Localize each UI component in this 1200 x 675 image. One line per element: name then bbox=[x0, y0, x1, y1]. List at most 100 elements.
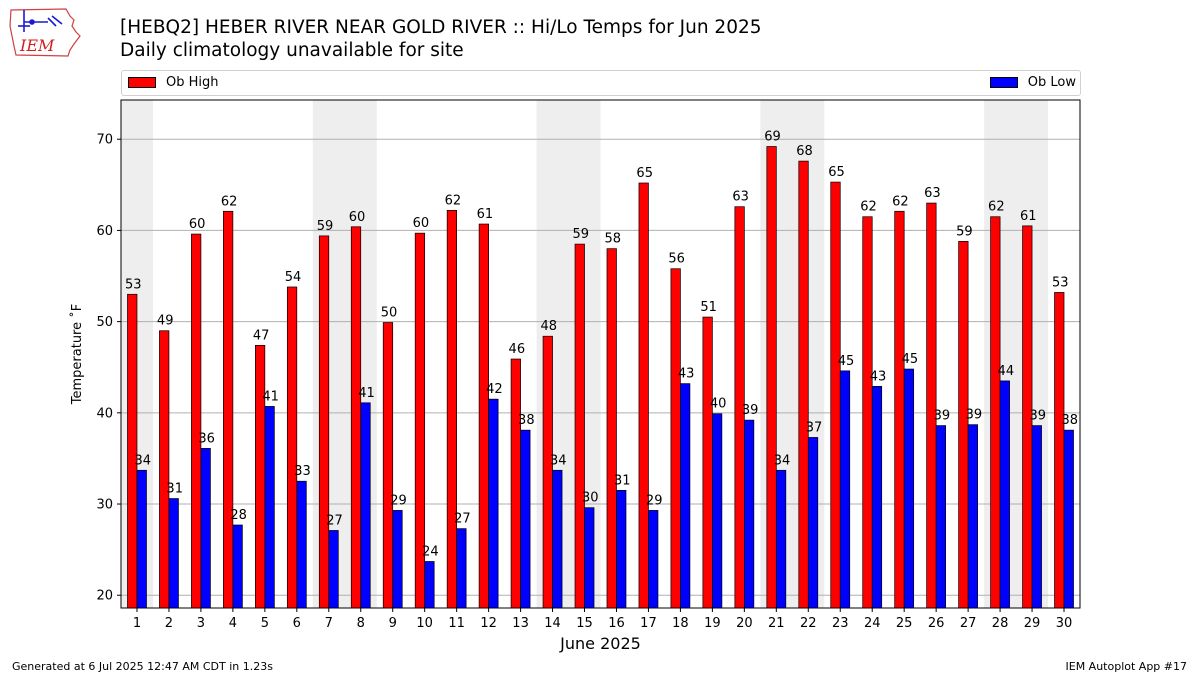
bar-high bbox=[830, 181, 841, 609]
bar-low bbox=[392, 510, 403, 609]
bar-low bbox=[903, 368, 915, 609]
y-tick-label: 60 bbox=[96, 224, 113, 239]
bar-low bbox=[807, 437, 819, 609]
data-label-high: 48 bbox=[541, 319, 558, 334]
bar-high bbox=[223, 210, 234, 609]
x-tick-label: 1 bbox=[133, 616, 141, 631]
bar-high bbox=[574, 243, 585, 609]
bar-high bbox=[446, 210, 457, 609]
bar-high bbox=[798, 160, 809, 609]
bar-high bbox=[638, 182, 649, 609]
data-label-high: 65 bbox=[636, 166, 653, 181]
data-label-low: 38 bbox=[518, 413, 535, 428]
bar-low bbox=[264, 406, 275, 609]
data-label-low: 41 bbox=[262, 389, 279, 404]
data-label-high: 60 bbox=[413, 216, 430, 231]
data-label-low: 27 bbox=[326, 513, 343, 528]
data-label-high: 47 bbox=[253, 328, 270, 343]
legend-item-high: Ob High bbox=[128, 75, 219, 90]
chart-title: [HEBQ2] HEBER RIVER NEAR GOLD RIVER :: H… bbox=[120, 17, 762, 38]
y-tick-label: 70 bbox=[96, 133, 113, 148]
data-label-high: 68 bbox=[796, 144, 813, 159]
data-label-high: 61 bbox=[1020, 209, 1037, 224]
bar-low bbox=[488, 398, 499, 609]
bar-low bbox=[616, 489, 627, 609]
x-tick-label: 17 bbox=[640, 616, 657, 631]
data-label-high: 46 bbox=[509, 342, 526, 357]
y-axis-label: Temperature ˚F bbox=[69, 304, 85, 405]
data-label-high: 62 bbox=[445, 193, 462, 208]
bar-high bbox=[191, 233, 202, 609]
bar-high bbox=[862, 216, 873, 609]
data-label-low: 39 bbox=[1030, 409, 1047, 424]
data-label-high: 65 bbox=[828, 165, 845, 180]
data-label-high: 62 bbox=[892, 194, 909, 209]
bar-high bbox=[510, 358, 521, 609]
data-label-high: 60 bbox=[189, 217, 206, 232]
x-tick-label: 5 bbox=[261, 616, 269, 631]
data-label-low: 29 bbox=[646, 493, 663, 508]
bar-high bbox=[382, 322, 394, 609]
bar-low bbox=[200, 448, 211, 609]
data-label-low: 41 bbox=[358, 386, 375, 401]
data-label-high: 51 bbox=[700, 300, 717, 315]
bar-low bbox=[839, 370, 851, 609]
data-label-low: 30 bbox=[582, 491, 599, 506]
bar-low bbox=[328, 530, 339, 609]
bar-high bbox=[350, 226, 362, 609]
bar-low bbox=[424, 561, 435, 609]
app-credit: IEM Autoplot App #17 bbox=[1065, 660, 1188, 673]
legend-label-low: Ob Low bbox=[1027, 75, 1076, 90]
data-label-high: 58 bbox=[604, 232, 621, 247]
bar-low bbox=[680, 383, 691, 609]
bar-low bbox=[168, 498, 179, 609]
legend-label-high: Ob High bbox=[166, 75, 219, 90]
bar-high bbox=[894, 210, 905, 609]
generated-timestamp: Generated at 6 Jul 2025 12:47 AM CDT in … bbox=[12, 660, 273, 673]
data-label-low: 45 bbox=[902, 352, 919, 367]
data-label-low: 28 bbox=[230, 508, 247, 523]
x-tick-label: 6 bbox=[293, 616, 301, 631]
x-tick-label: 19 bbox=[704, 616, 721, 631]
bar-low bbox=[1031, 425, 1042, 609]
x-tick-label: 24 bbox=[864, 616, 881, 631]
data-label-low: 36 bbox=[198, 431, 215, 446]
bar-low bbox=[775, 469, 787, 609]
bar-low bbox=[1063, 429, 1074, 609]
x-tick-label: 18 bbox=[672, 616, 689, 631]
data-label-high: 63 bbox=[924, 186, 941, 201]
bar-high bbox=[670, 268, 681, 609]
legend-swatch-high bbox=[128, 77, 156, 88]
data-label-low: 43 bbox=[870, 369, 887, 384]
data-label-low: 45 bbox=[838, 354, 855, 369]
data-label-low: 31 bbox=[166, 482, 183, 497]
data-label-high: 62 bbox=[860, 200, 877, 215]
data-label-low: 29 bbox=[390, 493, 407, 508]
x-tick-label: 21 bbox=[768, 616, 785, 631]
bar-high bbox=[542, 335, 553, 609]
bar-high bbox=[286, 286, 298, 609]
bar-low bbox=[232, 524, 243, 609]
data-label-high: 69 bbox=[764, 130, 781, 145]
data-label-high: 53 bbox=[1052, 275, 1069, 290]
x-tick-label: 15 bbox=[576, 616, 593, 631]
plot-frame bbox=[120, 99, 1081, 609]
x-tick-label: 26 bbox=[928, 616, 945, 631]
legend-swatch-low bbox=[989, 77, 1018, 88]
data-label-low: 40 bbox=[710, 397, 727, 412]
x-tick-label: 7 bbox=[325, 616, 333, 631]
data-label-high: 60 bbox=[349, 210, 366, 225]
data-label-low: 39 bbox=[966, 408, 983, 423]
bar-low bbox=[136, 469, 147, 609]
x-axis-label: June 2025 bbox=[559, 634, 641, 653]
x-tick-label: 27 bbox=[960, 616, 977, 631]
bar-low bbox=[360, 402, 371, 609]
bar-high bbox=[255, 344, 266, 609]
bar-low bbox=[520, 429, 531, 609]
bar-high bbox=[766, 146, 777, 609]
data-label-low: 33 bbox=[294, 464, 311, 479]
data-label-low: 42 bbox=[486, 382, 503, 397]
y-tick-label: 40 bbox=[96, 406, 113, 421]
x-tick-label: 14 bbox=[544, 616, 561, 631]
